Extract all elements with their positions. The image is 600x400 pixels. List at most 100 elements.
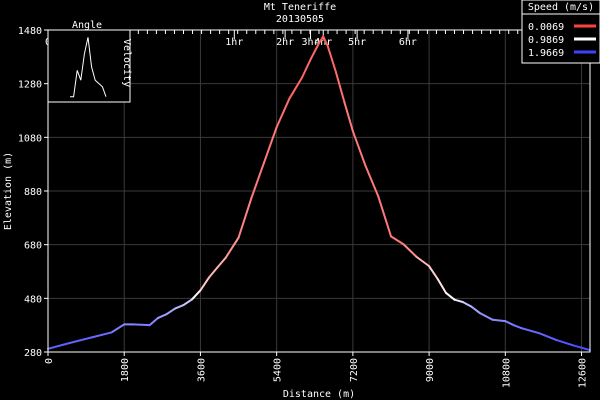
- elevation-segment: [572, 344, 591, 352]
- inset-right-label: Velocity: [121, 39, 132, 87]
- elevation-segment: [453, 298, 464, 304]
- elevation-point: [182, 304, 185, 306]
- elevation-segment: [216, 256, 227, 269]
- elevation-segment: [478, 312, 494, 321]
- elevation-point: [415, 255, 418, 258]
- x-tick-label: 3600: [196, 358, 207, 382]
- legend: Speed (m/s) 0.0069 0.9869 1.9669: [521, 0, 600, 64]
- elevation-point: [538, 332, 541, 335]
- time-tick-label: 4hr: [314, 37, 332, 48]
- elevation-point: [470, 305, 473, 308]
- elevation-point: [288, 97, 291, 100]
- elevation-segment: [288, 76, 304, 100]
- elevation-segment: [445, 291, 456, 301]
- plot-frame: [47, 29, 591, 353]
- elevation-point: [123, 323, 126, 326]
- y-axis-title: Elevation (m): [3, 152, 14, 230]
- elevation-segment: [521, 327, 541, 335]
- elevation-point: [555, 339, 558, 341]
- elevation-point: [224, 256, 227, 259]
- elevation-segment: [351, 130, 367, 168]
- elevation-point: [377, 195, 380, 198]
- elevation-segment: [174, 304, 185, 310]
- legend-entry-label: 0.9869: [528, 35, 564, 46]
- elevation-point: [504, 320, 507, 323]
- elevation-point: [165, 313, 168, 316]
- elevation-point: [216, 266, 219, 269]
- elevation-point: [335, 71, 337, 74]
- elevation-segment: [224, 236, 240, 259]
- x-tick-label: 7200: [349, 358, 360, 382]
- x-tick-label: 10800: [501, 358, 512, 388]
- legend-entries: 0.0069 0.9869 1.9669: [528, 22, 596, 59]
- elevation-series: [47, 35, 591, 352]
- elevation-point: [191, 298, 193, 301]
- elevation-point: [263, 161, 265, 164]
- elevation-point: [436, 277, 439, 280]
- elevation-segment: [190, 289, 202, 301]
- elevation-segment: [309, 42, 320, 61]
- y-tick-label: 280: [24, 348, 42, 359]
- elevation-point: [445, 292, 447, 294]
- elevation-segment: [148, 316, 160, 327]
- inset-title: Angle: [72, 20, 102, 31]
- time-tick-label: 1hr: [225, 37, 243, 48]
- elevation-point: [572, 344, 574, 347]
- y-axis-ticks: 280 480 680 880 1080 1280 1480: [18, 26, 48, 359]
- elevation-point: [326, 44, 329, 47]
- elevation-segment: [182, 298, 193, 307]
- elevation-segment: [89, 331, 113, 339]
- elevation-segment: [415, 255, 431, 268]
- elevation-segment: [504, 320, 515, 327]
- elevation-point: [521, 327, 524, 330]
- chart-title: Mt Teneriffe: [264, 2, 336, 13]
- time-tick-label: 6hr: [399, 37, 417, 48]
- elevation-segment: [318, 35, 325, 45]
- elevation-segment: [389, 235, 405, 246]
- elevation-point: [250, 197, 253, 200]
- elevation-segment: [47, 342, 71, 350]
- x-tick-label: 12600: [578, 358, 589, 388]
- elevation-point: [309, 58, 312, 61]
- inset-frame: [47, 29, 131, 103]
- elevation-segment: [110, 323, 126, 334]
- elevation-segment: [262, 126, 278, 164]
- elevation-segment: [199, 276, 210, 292]
- elevation-point: [428, 265, 430, 268]
- elevation-point: [318, 42, 320, 45]
- elevation-segment: [364, 165, 380, 198]
- elevation-point: [322, 35, 325, 38]
- elevation-segment: [301, 58, 312, 79]
- x-tick-label: 0: [44, 358, 55, 364]
- x-axis-title: Distance (m): [283, 389, 355, 400]
- elevation-point: [453, 298, 456, 301]
- elevation-point: [462, 301, 464, 303]
- elevation-point: [351, 130, 354, 133]
- elevation-segment: [207, 266, 219, 279]
- elevation-point: [89, 336, 92, 339]
- inset-line: [70, 37, 107, 98]
- elevation-segment: [470, 305, 481, 315]
- y-tick-label: 1080: [18, 133, 42, 144]
- elevation-point: [479, 312, 481, 314]
- elevation-point: [237, 236, 240, 239]
- x-tick-label: 1800: [120, 358, 131, 382]
- elevation-segment: [428, 265, 439, 280]
- y-tick-label: 680: [24, 241, 42, 252]
- y-tick-label: 880: [24, 187, 42, 198]
- elevation-point: [110, 331, 113, 334]
- elevation-segment: [322, 35, 329, 47]
- elevation-point: [157, 317, 159, 319]
- elevation-point: [364, 165, 367, 167]
- elevation-segment: [165, 307, 177, 316]
- elevation-segment: [402, 243, 418, 258]
- elevation-segment: [436, 277, 448, 294]
- y-tick-label: 1480: [18, 26, 42, 37]
- x-axis-ticks: 0 1800 3600 5400 7200 9000 10800 12600: [44, 352, 589, 388]
- elevation-segment: [491, 318, 507, 323]
- elevation-point: [148, 324, 151, 327]
- elevation-point: [275, 126, 278, 129]
- legend-entry-label: 0.0069: [528, 22, 564, 33]
- elevation-segment: [343, 101, 354, 133]
- elevation-point: [174, 307, 176, 310]
